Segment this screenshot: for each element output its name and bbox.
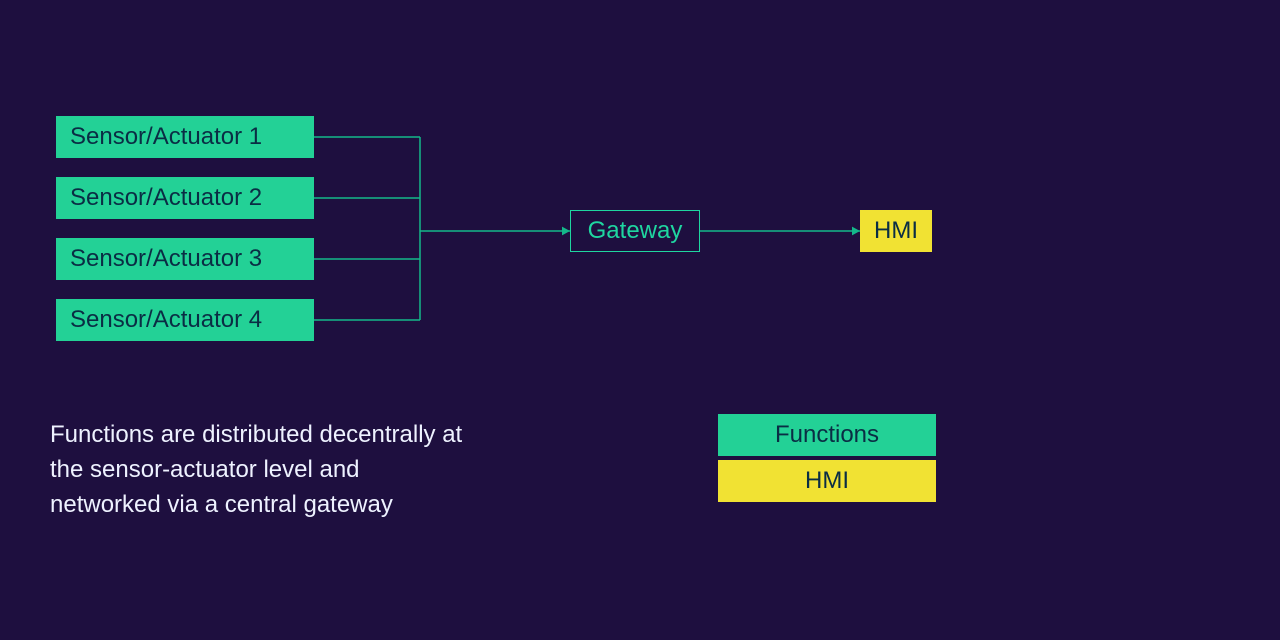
caption-line-2: the sensor-actuator level and — [50, 453, 462, 488]
hmi-node: HMI — [860, 210, 932, 252]
sensor-node-2-label: Sensor/Actuator 2 — [70, 184, 262, 212]
gateway-node: Gateway — [570, 210, 700, 252]
sensor-node-4-label: Sensor/Actuator 4 — [70, 306, 262, 334]
legend-functions-label: Functions — [775, 421, 879, 449]
caption-line-1: Functions are distributed decentrally at — [50, 418, 462, 453]
diagram-canvas: Sensor/Actuator 1 Sensor/Actuator 2 Sens… — [0, 0, 1280, 640]
gateway-node-label: Gateway — [588, 217, 683, 245]
sensor-node-4: Sensor/Actuator 4 — [56, 299, 314, 341]
sensor-node-2: Sensor/Actuator 2 — [56, 177, 314, 219]
sensor-node-1-label: Sensor/Actuator 1 — [70, 123, 262, 151]
caption-line-3: networked via a central gateway — [50, 488, 462, 523]
hmi-node-label: HMI — [874, 217, 918, 245]
legend-hmi-label: HMI — [805, 467, 849, 495]
sensor-node-1: Sensor/Actuator 1 — [56, 116, 314, 158]
sensor-node-3: Sensor/Actuator 3 — [56, 238, 314, 280]
sensor-node-3-label: Sensor/Actuator 3 — [70, 245, 262, 273]
legend-functions: Functions — [718, 414, 936, 456]
diagram-caption: Functions are distributed decentrally at… — [50, 418, 462, 522]
legend-hmi: HMI — [718, 460, 936, 502]
